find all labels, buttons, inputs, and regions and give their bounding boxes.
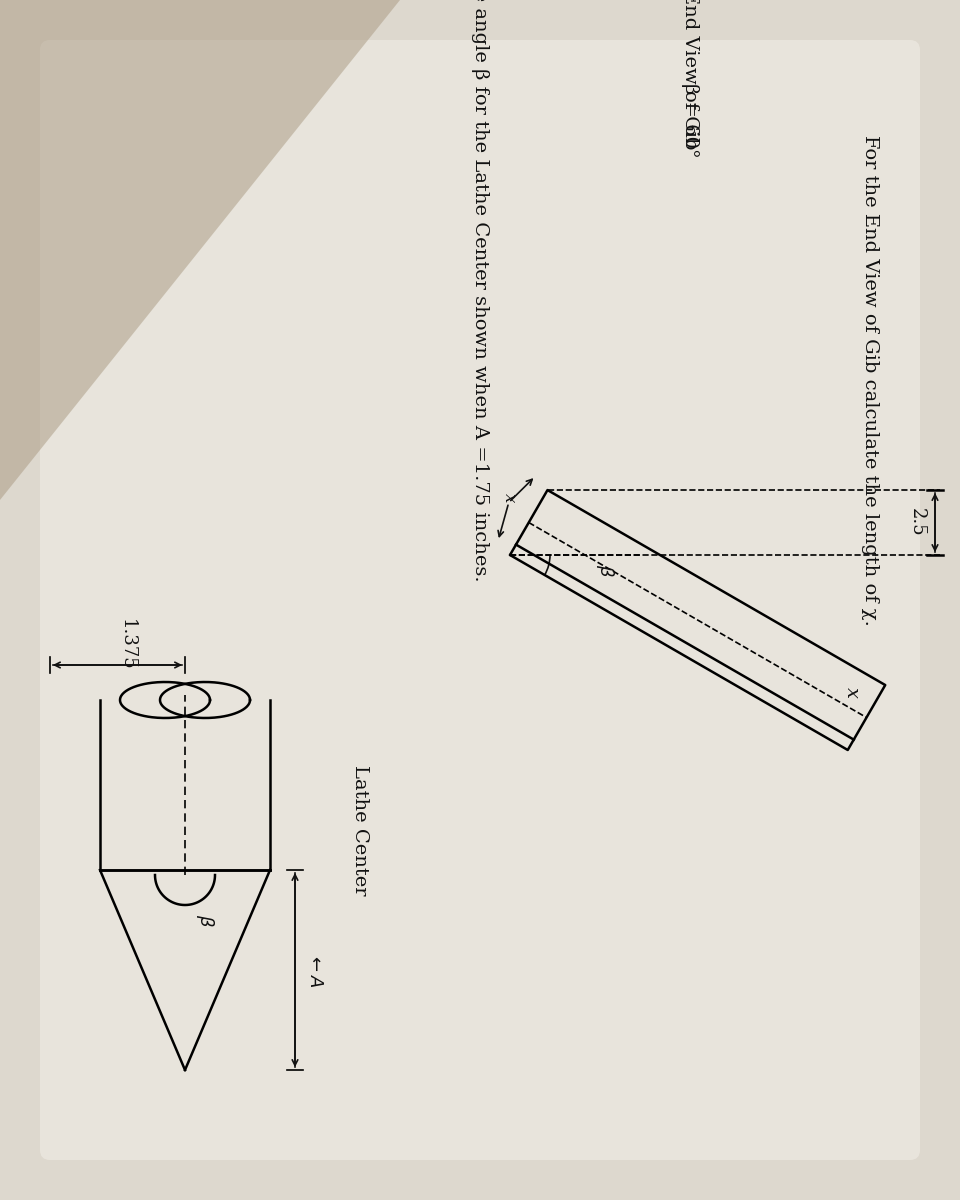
Text: Lathe Center: Lathe Center [351, 764, 369, 895]
Text: $\beta$: $\beta$ [594, 564, 616, 576]
Text: End View of Gib: End View of Gib [681, 0, 699, 150]
Text: 2.5: 2.5 [908, 509, 926, 536]
Polygon shape [0, 0, 400, 500]
Text: x: x [501, 493, 517, 503]
Text: Find the angle β for the Lathe Center shown when A =1.75 inches.: Find the angle β for the Lathe Center sh… [471, 0, 489, 582]
Text: 1.375: 1.375 [117, 619, 135, 671]
Text: $\beta$: $\beta$ [194, 913, 216, 926]
Text: $\leftarrow A$: $\leftarrow A$ [306, 953, 324, 988]
Text: For the End View of Gib calculate the length of χ.: For the End View of Gib calculate the le… [861, 134, 879, 625]
FancyBboxPatch shape [40, 40, 920, 1160]
Text: β = 60°: β = 60° [681, 83, 699, 157]
Text: x: x [843, 688, 860, 698]
